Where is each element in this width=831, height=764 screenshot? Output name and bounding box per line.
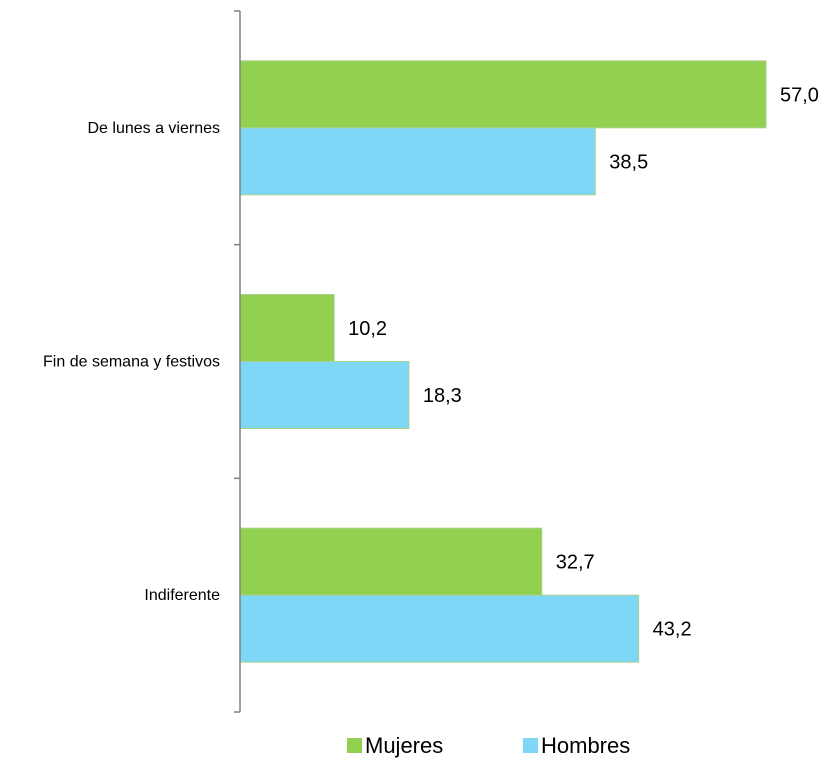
legend-label-hombres: Hombres <box>541 733 630 758</box>
bar-mujeres <box>239 294 335 362</box>
data-label: 43,2 <box>653 619 692 641</box>
legend-swatch-hombres <box>523 738 538 753</box>
category-label: De lunes a viernes <box>87 120 220 137</box>
data-label: 32,7 <box>556 552 595 574</box>
legend-swatch-mujeres <box>347 738 362 753</box>
bar-hombres <box>239 127 596 196</box>
legend-label-mujeres: Mujeres <box>365 733 443 758</box>
category-label: Fin de semana y festivos <box>43 354 220 371</box>
data-label: 10,2 <box>348 318 387 340</box>
bar-hombres <box>239 361 410 429</box>
bar-hombres <box>239 594 640 663</box>
category-label: Indiferente <box>144 587 220 604</box>
data-label: 18,3 <box>423 385 462 407</box>
category-axis <box>234 10 241 713</box>
bars-layer <box>239 60 767 663</box>
data-label: 57,0 <box>780 84 819 106</box>
data-label: 38,5 <box>609 151 648 173</box>
legend: Mujeres Hombres <box>347 733 630 758</box>
bar-mujeres <box>239 60 767 129</box>
labels-layer: De lunes a viernes 57,0 38,5 Fin de semana … <box>43 84 819 640</box>
bar-mujeres <box>239 527 543 596</box>
